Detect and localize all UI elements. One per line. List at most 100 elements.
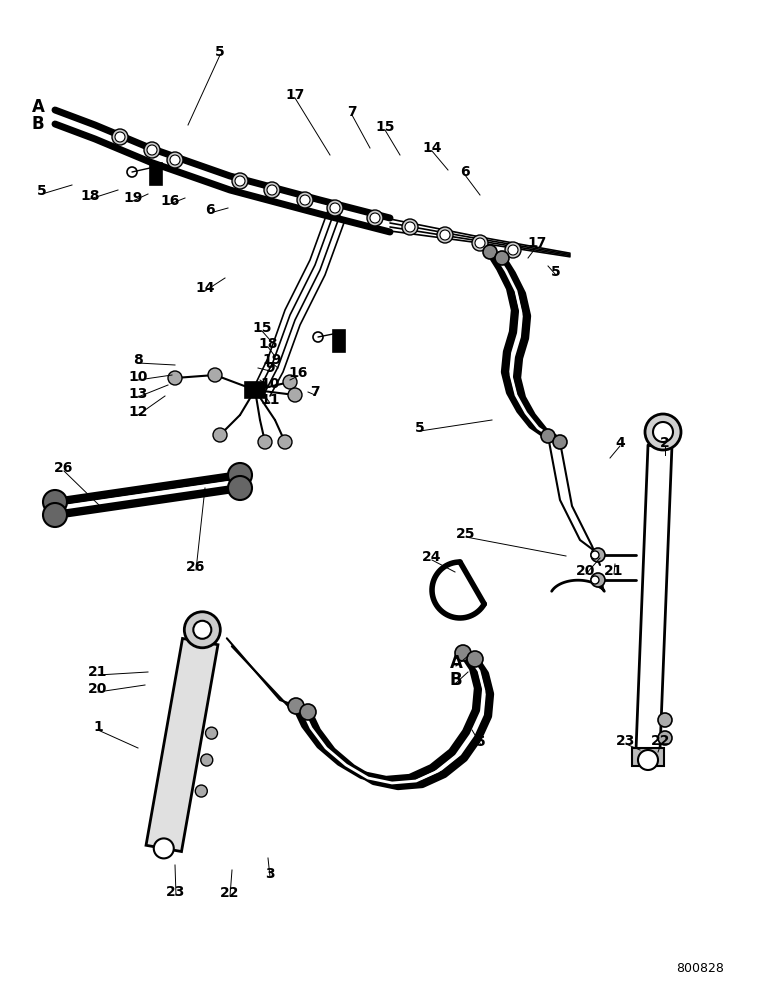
- Circle shape: [541, 429, 555, 443]
- Circle shape: [264, 182, 280, 198]
- Circle shape: [653, 422, 673, 442]
- Text: 9: 9: [266, 361, 275, 375]
- Circle shape: [167, 152, 183, 168]
- Bar: [333, 330, 345, 352]
- Circle shape: [144, 142, 160, 158]
- Circle shape: [472, 235, 488, 251]
- Text: 14: 14: [422, 141, 442, 155]
- Circle shape: [208, 368, 222, 382]
- Text: 20: 20: [88, 682, 107, 696]
- Circle shape: [638, 750, 658, 770]
- Circle shape: [201, 754, 213, 766]
- Circle shape: [467, 651, 483, 667]
- Text: 15: 15: [252, 321, 272, 335]
- Circle shape: [195, 785, 208, 797]
- Circle shape: [367, 210, 383, 226]
- Text: 20: 20: [577, 564, 596, 578]
- Text: 10: 10: [260, 377, 279, 391]
- Text: 800828: 800828: [676, 962, 724, 974]
- Text: 13: 13: [128, 387, 147, 401]
- Text: 17: 17: [286, 88, 305, 102]
- Circle shape: [147, 145, 157, 155]
- Bar: [245, 382, 265, 398]
- Text: 7: 7: [310, 385, 320, 399]
- Circle shape: [228, 476, 252, 500]
- Circle shape: [591, 551, 599, 559]
- Text: 19: 19: [262, 353, 282, 367]
- Circle shape: [327, 200, 343, 216]
- Text: 18: 18: [80, 189, 100, 203]
- Text: 5: 5: [476, 735, 486, 749]
- Circle shape: [193, 621, 212, 639]
- Text: 23: 23: [616, 734, 635, 748]
- Circle shape: [495, 251, 509, 265]
- Circle shape: [267, 185, 277, 195]
- Text: A: A: [449, 654, 462, 672]
- Circle shape: [658, 731, 672, 745]
- Circle shape: [591, 548, 605, 562]
- Circle shape: [402, 219, 418, 235]
- Circle shape: [475, 238, 485, 248]
- Text: 19: 19: [124, 191, 143, 205]
- Text: 8: 8: [133, 353, 143, 367]
- Text: 15: 15: [375, 120, 394, 134]
- Circle shape: [185, 612, 220, 648]
- Text: 5: 5: [415, 421, 425, 435]
- Text: 21: 21: [88, 665, 108, 679]
- Text: 16: 16: [288, 366, 308, 380]
- Text: 21: 21: [604, 564, 624, 578]
- Circle shape: [213, 428, 227, 442]
- Circle shape: [440, 230, 450, 240]
- Text: 26: 26: [186, 560, 205, 574]
- Circle shape: [168, 371, 182, 385]
- Text: 6: 6: [460, 165, 470, 179]
- Text: 7: 7: [347, 105, 357, 119]
- Text: 16: 16: [161, 194, 180, 208]
- Text: 6: 6: [205, 203, 215, 217]
- Text: B: B: [449, 671, 462, 689]
- Circle shape: [591, 573, 605, 587]
- Bar: [150, 163, 162, 185]
- Circle shape: [591, 576, 599, 584]
- Polygon shape: [146, 638, 218, 852]
- Circle shape: [455, 645, 471, 661]
- Circle shape: [170, 155, 180, 165]
- Text: A: A: [32, 98, 45, 116]
- Text: 17: 17: [527, 236, 547, 250]
- Circle shape: [437, 227, 453, 243]
- Text: 5: 5: [551, 265, 561, 279]
- Circle shape: [505, 242, 521, 258]
- Circle shape: [288, 698, 304, 714]
- Text: 26: 26: [54, 461, 73, 475]
- Circle shape: [658, 713, 672, 727]
- Circle shape: [553, 435, 567, 449]
- Circle shape: [278, 435, 292, 449]
- Text: 10: 10: [128, 370, 147, 384]
- Circle shape: [330, 203, 340, 213]
- Circle shape: [300, 195, 310, 205]
- Text: 5: 5: [215, 45, 225, 59]
- Text: 14: 14: [195, 281, 215, 295]
- Circle shape: [288, 388, 302, 402]
- Text: 3: 3: [266, 867, 275, 881]
- Text: 18: 18: [259, 337, 278, 351]
- Circle shape: [297, 192, 313, 208]
- Circle shape: [483, 245, 497, 259]
- Text: 22: 22: [220, 886, 240, 900]
- Circle shape: [205, 727, 218, 739]
- Circle shape: [370, 213, 380, 223]
- Text: 24: 24: [422, 550, 442, 564]
- Text: 22: 22: [652, 734, 671, 748]
- Circle shape: [43, 490, 67, 514]
- Circle shape: [258, 435, 272, 449]
- Circle shape: [508, 245, 518, 255]
- Circle shape: [300, 704, 316, 720]
- Text: 4: 4: [615, 436, 625, 450]
- Circle shape: [228, 463, 252, 487]
- Text: 1: 1: [93, 720, 103, 734]
- Circle shape: [283, 375, 297, 389]
- Text: 23: 23: [166, 885, 186, 899]
- Text: 12: 12: [128, 405, 147, 419]
- Circle shape: [115, 132, 125, 142]
- Bar: [632, 748, 664, 766]
